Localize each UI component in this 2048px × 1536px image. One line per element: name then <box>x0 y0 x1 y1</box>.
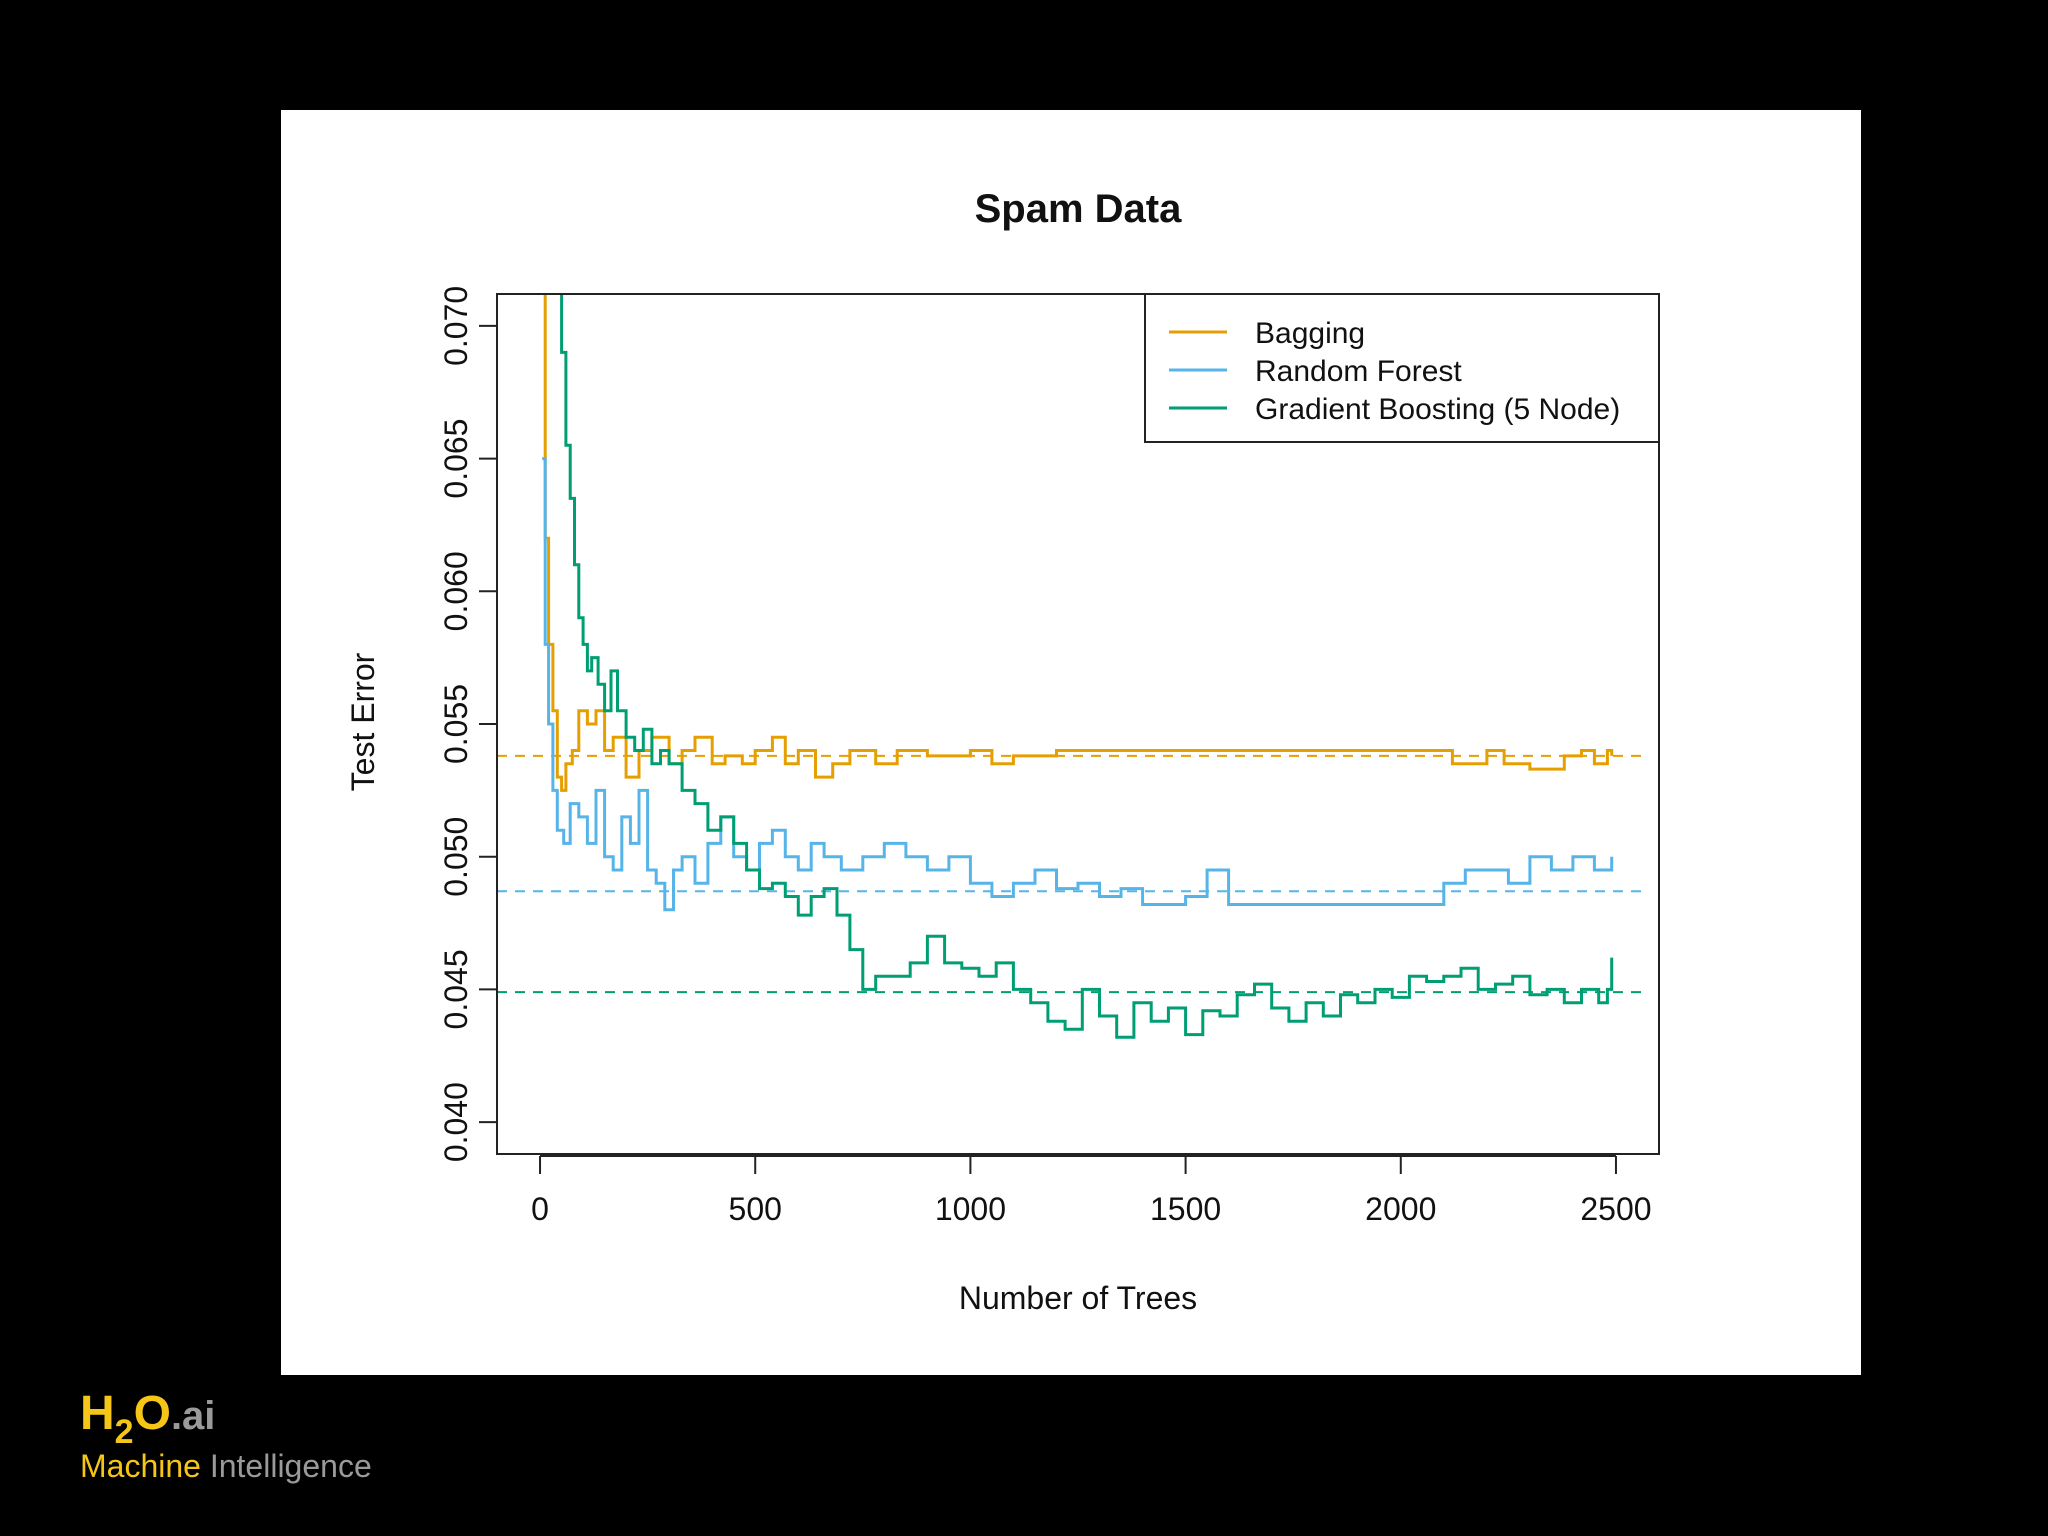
y-tick-label: 0.040 <box>438 1082 474 1162</box>
legend-box <box>1144 293 1660 443</box>
y-tick-label: 0.065 <box>438 419 474 499</box>
x-tick-label: 2500 <box>1580 1191 1651 1227</box>
legend-label: Random Forest <box>1255 355 1462 388</box>
x-axis-label: Number of Trees <box>959 1280 1197 1316</box>
x-tick-label: 1000 <box>935 1191 1006 1227</box>
logo-subscript: 2 <box>114 1413 134 1451</box>
logo-h: H <box>80 1387 115 1440</box>
x-axis: 0 500 1000 1500 2000 2500 <box>531 1155 1652 1227</box>
y-tick-label: 0.060 <box>438 551 474 631</box>
logo-wordmark: H2O.ai <box>80 1387 372 1452</box>
y-tick-label: 0.050 <box>438 817 474 897</box>
series-line <box>542 457 1614 912</box>
chart-panel: Spam Data Test Error Number of Trees 0 50… <box>281 110 1861 1375</box>
x-tick-label: 0 <box>531 1191 549 1227</box>
y-tick-label: 0.055 <box>438 684 474 764</box>
brand-logo: H2O.ai Machine Intelligence <box>80 1388 372 1486</box>
logo-ai: .ai <box>170 1394 216 1438</box>
chart-svg: Spam Data Test Error Number of Trees 0 50… <box>345 187 1660 1316</box>
logo-o: O <box>133 1387 171 1440</box>
y-tick-label: 0.070 <box>438 286 474 366</box>
x-tick-label: 1500 <box>1150 1191 1221 1227</box>
tagline-machine: Machine <box>80 1448 201 1484</box>
tagline-intelligence: Intelligence <box>209 1448 372 1484</box>
y-tick-label: 0.045 <box>438 949 474 1029</box>
logo-tagline: Machine Intelligence <box>80 1446 372 1486</box>
series-line <box>560 294 1614 1039</box>
legend-label: Gradient Boosting (5 Node) <box>1255 393 1620 426</box>
y-axis-label: Test Error <box>345 652 381 791</box>
x-tick-label: 500 <box>729 1191 782 1227</box>
baselines-group <box>497 754 1649 994</box>
legend-label: Bagging <box>1255 317 1365 350</box>
series-group <box>542 294 1614 1039</box>
legend: Bagging Random Forest Gradient Boosting (5… <box>1144 293 1660 443</box>
y-axis: 0.040 0.045 0.050 0.055 0.060 0.065 0.070 <box>438 286 498 1162</box>
chart-title: Spam Data <box>975 187 1182 231</box>
series-line <box>543 294 1614 792</box>
x-tick-label: 2000 <box>1365 1191 1436 1227</box>
